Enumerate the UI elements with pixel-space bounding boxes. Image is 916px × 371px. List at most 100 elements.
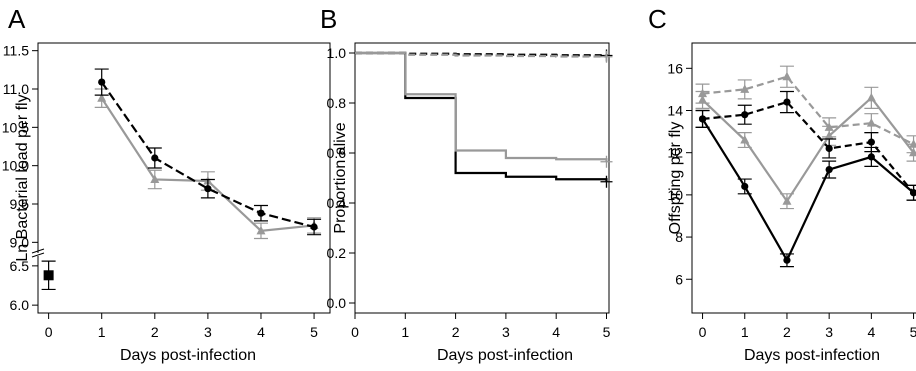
x-tick-label-a: 4 <box>257 324 265 340</box>
data-point-a-0 <box>151 154 159 162</box>
y-axis-label-a: Ln Bacterial load per fly <box>14 94 31 261</box>
data-point-c-1 <box>741 111 749 119</box>
panel-a: A 0 1 2 3 4 5 6.0 6.5 9.0 9.5 10.0 10.5 11.0 11.5 Day… <box>2 4 331 364</box>
data-point-a-1 <box>256 225 266 235</box>
y-axis-label-c: Offspring per fly <box>667 122 684 235</box>
data-point-c-1 <box>698 115 707 123</box>
data-point-c-0 <box>783 256 791 264</box>
panel-b: B 0 1 2 3 4 5 0.0 0.2 0.4 0.6 0.8 1.0 Days post-inf… <box>320 4 613 364</box>
axis-break-mark-a <box>31 248 45 254</box>
y-tick-label-c: 8 <box>675 229 683 245</box>
data-point-a-0 <box>98 78 106 86</box>
data-point-c-3 <box>740 84 750 93</box>
x-tick-label-c: 4 <box>867 324 875 340</box>
y-tick-label-b: 0.6 <box>327 145 347 161</box>
x-tick-label-b: 4 <box>552 324 560 340</box>
plot-frame-a <box>37 42 331 314</box>
data-point-c-0 <box>867 153 875 161</box>
data-point-c-0 <box>825 165 833 174</box>
y-tick-label-a: 9.5 <box>10 196 30 212</box>
y-tick-label-b: 1.0 <box>327 45 347 61</box>
x-tick-label-c: 0 <box>699 324 707 340</box>
censor-mark-b-3 <box>600 50 613 63</box>
series-line-c-1 <box>702 100 915 194</box>
y-tick-label-a: 11.5 <box>3 43 29 59</box>
x-tick-label-b: 1 <box>401 324 409 340</box>
y-tick-label-c: 16 <box>667 60 683 76</box>
panel-letter-b: B <box>320 4 337 34</box>
marks-c <box>695 65 916 268</box>
y-tick-label-c: 10 <box>667 187 683 203</box>
plot-frame-b <box>354 42 610 314</box>
data-point-c-3 <box>866 118 876 127</box>
x-tick-label-b: 5 <box>603 324 611 340</box>
y-tick-label-c: 12 <box>667 145 683 161</box>
y-tick-label-a: 9.0 <box>10 234 30 250</box>
data-point-c-1 <box>909 189 916 197</box>
data-point-c-2 <box>909 147 916 157</box>
ticks-b: 0 1 2 3 4 5 0.0 0.2 0.4 0.6 0.8 1.0 <box>327 45 611 340</box>
x-tick-label-a: 3 <box>204 324 212 340</box>
data-point-a-initial <box>43 270 54 281</box>
y-tick-label-c: 14 <box>667 103 683 119</box>
y-tick-label-c: 6 <box>675 271 683 287</box>
data-point-c-3 <box>782 71 792 81</box>
series-line-a-0 <box>100 81 315 229</box>
data-point-c-1 <box>783 98 791 106</box>
data-point-a-0 <box>257 209 265 217</box>
x-tick-label-c: 1 <box>741 324 749 340</box>
y-tick-label-b: 0.8 <box>327 95 347 111</box>
x-tick-label-a: 0 <box>45 324 53 340</box>
series-line-c-3 <box>702 75 915 146</box>
y-tick-label-b: 0.0 <box>327 295 347 311</box>
data-point-c-1 <box>825 144 833 153</box>
ticks-a: 0 1 2 3 4 5 6.0 6.5 9.0 9.5 10.0 10.5 11.0 11.5 <box>2 43 318 340</box>
y-tick-label-b: 0.2 <box>327 245 347 261</box>
censor-mark-b-0 <box>600 175 613 188</box>
survival-curve-b-3 <box>355 51 608 58</box>
data-point-c-2 <box>866 92 876 102</box>
survival-curve-b-1 <box>355 51 608 162</box>
series-line-c-0 <box>701 118 915 263</box>
panel-letter-c: C <box>648 4 667 34</box>
censor-mark-b-1 <box>600 155 613 168</box>
y-axis-label-b: Proportion alive <box>332 122 349 233</box>
data-point-c-2 <box>782 196 792 205</box>
y-tick-label-b: 0.4 <box>327 195 347 211</box>
data-point-c-3 <box>909 139 916 148</box>
data-point-a-0 <box>204 185 212 193</box>
data-point-c-3 <box>824 122 834 131</box>
x-tick-label-b: 0 <box>351 324 359 340</box>
axis-break-mark-a <box>31 252 45 258</box>
data-point-c-1 <box>867 138 875 146</box>
x-tick-label-c: 3 <box>825 324 833 340</box>
x-axis-label-c: Days post-infection <box>744 347 880 364</box>
x-axis-label-b: Days post-infection <box>437 347 573 364</box>
x-tick-label-c: 2 <box>783 324 791 340</box>
panel-letter-a: A <box>8 4 26 34</box>
series-line-c-2 <box>701 96 915 204</box>
marks-b <box>355 49 613 188</box>
survival-curve-b-0 <box>355 51 608 182</box>
x-tick-label-a: 5 <box>310 324 318 340</box>
data-point-c-3 <box>698 88 708 98</box>
y-tick-label-a: 11.0 <box>3 81 29 97</box>
marks-a <box>41 68 322 291</box>
x-axis-label-a: Days post-infection <box>120 347 256 364</box>
y-tick-label-a: 10.5 <box>2 119 29 135</box>
x-tick-label-a: 1 <box>98 324 106 340</box>
x-tick-label-b: 3 <box>502 324 510 340</box>
x-tick-label-a: 2 <box>151 324 159 340</box>
data-point-c-2 <box>740 135 750 144</box>
data-point-a-0 <box>310 223 318 231</box>
x-tick-label-b: 2 <box>452 324 460 340</box>
y-tick-label-a: 6.5 <box>10 258 30 274</box>
data-point-c-0 <box>741 182 749 191</box>
x-tick-label-c: 5 <box>910 324 916 340</box>
data-point-a-1 <box>97 93 107 102</box>
series-line-a-1 <box>100 97 315 232</box>
data-point-a-1 <box>150 174 160 183</box>
